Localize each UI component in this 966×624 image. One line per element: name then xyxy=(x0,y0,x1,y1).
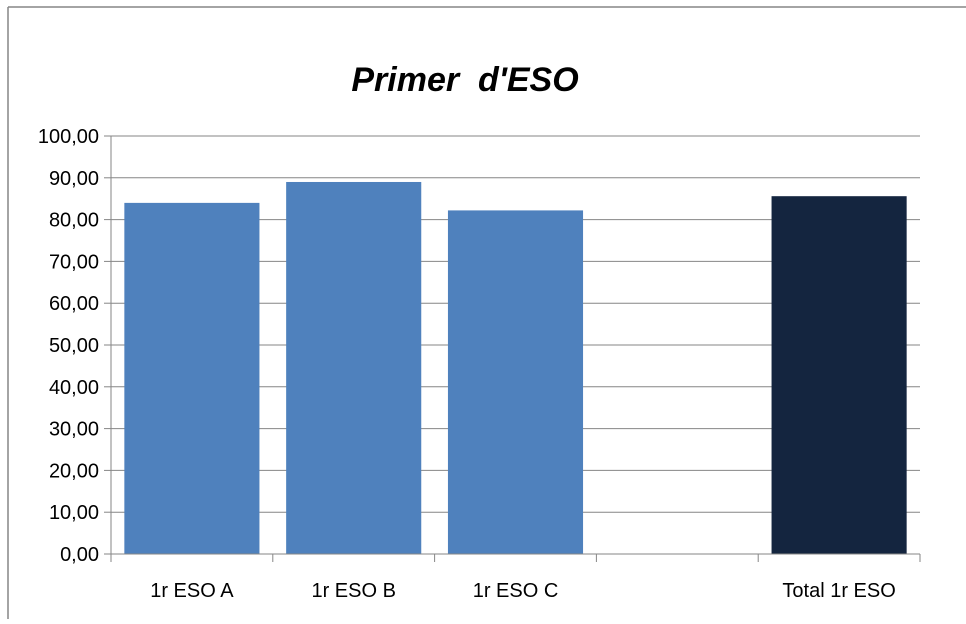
chart-title: Primer d'ESO xyxy=(351,61,578,99)
y-tick-label: 80,00 xyxy=(49,210,99,232)
y-tick-label: 100,00 xyxy=(38,126,99,148)
bars xyxy=(124,181,907,555)
bar xyxy=(771,196,907,554)
y-tick-label: 90,00 xyxy=(49,168,99,190)
y-tick-label: 70,00 xyxy=(49,251,99,273)
bar xyxy=(286,181,422,555)
bar xyxy=(124,202,260,554)
y-tick-label: 0,00 xyxy=(60,544,99,566)
y-tick-label: 50,00 xyxy=(49,335,99,357)
y-tick-label: 30,00 xyxy=(49,419,99,441)
y-tick-label: 40,00 xyxy=(49,377,99,399)
x-tick-label: Total 1r ESO xyxy=(782,580,895,602)
y-tick-labels: 0,00 10,00 20,00 30,00 40,00 50,00 60,00 70,00 8… xyxy=(38,126,99,566)
y-tick-label: 60,00 xyxy=(49,293,99,315)
y-tick-label: 20,00 xyxy=(49,460,99,482)
x-tick-label: 1r ESO C xyxy=(473,580,559,602)
axes xyxy=(104,135,921,562)
x-tick-labels: 1r ESO A 1r ESO B 1r ESO C Total 1r ESO xyxy=(150,580,896,602)
bar xyxy=(447,210,584,555)
x-tick-label: 1r ESO B xyxy=(311,580,395,602)
x-tick-label: 1r ESO A xyxy=(150,580,234,602)
y-tick-label: 10,00 xyxy=(49,502,99,524)
